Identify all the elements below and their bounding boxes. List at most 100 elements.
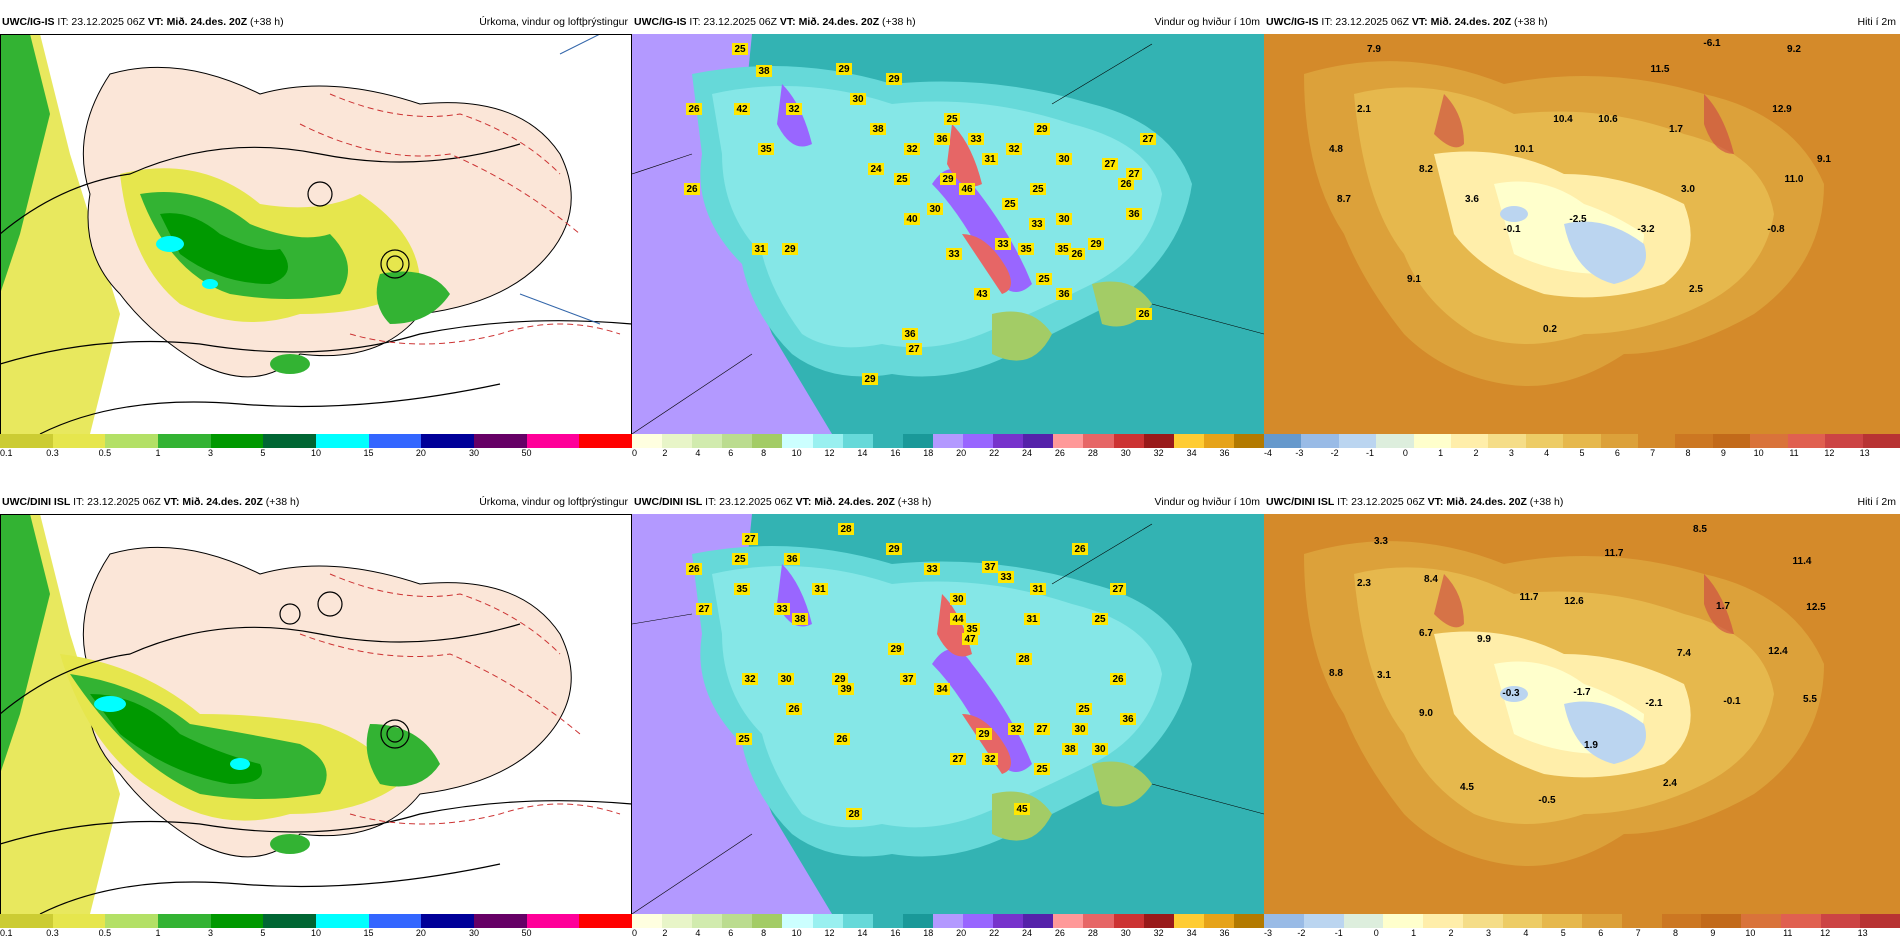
scale-tick: 2 bbox=[1473, 448, 1479, 458]
wind-gust-label: 25 bbox=[1038, 274, 1050, 285]
wind-label-box bbox=[968, 133, 984, 145]
precip-map[interactable] bbox=[0, 34, 632, 434]
wind-label-box bbox=[834, 733, 850, 745]
scale-tick: 8 bbox=[761, 448, 767, 458]
wind-gust-label: 35 bbox=[736, 584, 748, 595]
wind-gust-label: 42 bbox=[736, 104, 748, 115]
wind-label-box bbox=[900, 673, 916, 685]
scale-tick: 18 bbox=[923, 448, 934, 458]
wind-gust-label: 26 bbox=[1120, 179, 1132, 190]
init-time: IT: 23.12.2025 06Z bbox=[689, 16, 777, 28]
scale-tick: 5 bbox=[1560, 928, 1566, 938]
wind-gust-label: 33 bbox=[1031, 219, 1043, 230]
scale-tick: 5 bbox=[260, 448, 266, 458]
wind-gust-label: 27 bbox=[1112, 584, 1124, 595]
scale-tick: 16 bbox=[890, 448, 901, 458]
model-name: UWC/DINI ISL bbox=[2, 496, 71, 508]
wind-label-box bbox=[944, 113, 960, 125]
wind-gust-label: 28 bbox=[840, 524, 852, 535]
wind-label-box bbox=[995, 238, 1011, 250]
panel-title: Vindur og hviður í 10m bbox=[1154, 16, 1260, 28]
temp-map[interactable]: 3.3 8.5 11.7 11.4 2.3 8.4 11.7 12.6 12.5 6.7 9.9 1.… bbox=[1264, 514, 1900, 914]
temp-label: 2.1 bbox=[1357, 104, 1371, 115]
scale-tick: -2 bbox=[1330, 448, 1339, 458]
scale-tick: 11 bbox=[1789, 448, 1799, 458]
temp-label: -0.3 bbox=[1502, 688, 1520, 699]
wind-label-box bbox=[1126, 168, 1142, 180]
scale-tick: 10 bbox=[310, 928, 322, 938]
scale-tick: 12 bbox=[1824, 448, 1835, 458]
temp-label: 8.7 bbox=[1337, 194, 1351, 205]
wind-label-box bbox=[934, 683, 950, 695]
wind-gust-label: 25 bbox=[738, 734, 750, 745]
wind-gust-label: 32 bbox=[788, 104, 800, 115]
scale-tick: 30 bbox=[1120, 448, 1131, 458]
valid-time-label: VT: bbox=[779, 16, 796, 28]
temp-label: 11.0 bbox=[1785, 174, 1804, 185]
wind-label-box bbox=[924, 563, 940, 575]
temp-label: 2.4 bbox=[1663, 778, 1677, 789]
precip-map[interactable] bbox=[0, 514, 632, 914]
wind-label-box bbox=[888, 643, 904, 655]
wind-map[interactable]: 27 25 36 28 26 35 31 29 27 33 38 33 44 30 37 33 26 35 47 31… bbox=[632, 514, 1264, 914]
valid-time: Mið. 24.des. 20Z bbox=[166, 16, 248, 28]
wind-gust-label: 26 bbox=[1074, 544, 1086, 555]
scale-tick: 0 bbox=[632, 448, 638, 458]
wind-label-box bbox=[846, 808, 862, 820]
wind-label-box bbox=[1140, 133, 1156, 145]
wind-label-box bbox=[1056, 153, 1072, 165]
wind-label-box bbox=[998, 571, 1014, 583]
wind-label-box bbox=[736, 733, 752, 745]
precip-scale-labels: 0.1 0.3 0.5 1 3 5 10 15 20 30 50 bbox=[0, 928, 632, 940]
lead-time: (+38 h) bbox=[897, 496, 932, 508]
scale-tick: 15 bbox=[363, 928, 374, 938]
valid-time-label: VT: bbox=[1427, 496, 1444, 508]
temp-map-svg: 3.3 8.5 11.7 11.4 2.3 8.4 11.7 12.6 12.5 6.7 9.9 1.… bbox=[1264, 514, 1900, 914]
wind-label-box bbox=[1029, 218, 1045, 230]
wind-gust-label: 37 bbox=[984, 562, 996, 573]
wind-label-box bbox=[1055, 243, 1071, 255]
scale-tick: 24 bbox=[1021, 928, 1033, 938]
wind-label-box bbox=[902, 328, 918, 340]
wind-label-box bbox=[959, 183, 975, 195]
temp-label: 7.9 bbox=[1367, 44, 1381, 55]
scale-tick: 4 bbox=[1544, 448, 1550, 458]
wind-gust-label: 25 bbox=[896, 174, 908, 185]
wind-gust-label: 31 bbox=[1026, 614, 1038, 625]
panel-header: UWC/DINI ISL IT: 23.12.2025 06Z VT: Mið.… bbox=[632, 492, 1264, 512]
wind-label-box bbox=[1110, 673, 1126, 685]
wind-gust-label: 29 bbox=[864, 374, 876, 385]
model-name: UWC/IG-IS bbox=[1266, 16, 1319, 28]
temp-scale-labels: -4 -3 -2 -1 0 1 2 3 4 5 6 7 8 9 10 11 12 13 bbox=[1264, 448, 1900, 460]
scale-tick: 34 bbox=[1186, 448, 1197, 458]
wind-label-box bbox=[686, 103, 702, 115]
temp-map[interactable]: 7.9 -6.1 9.2 11.5 2.1 10.4 10.6 12.9 4.8 10.1 1.7 9… bbox=[1264, 34, 1900, 434]
wind-gust-label: 25 bbox=[1036, 764, 1048, 775]
init-time: IT: 23.12.2025 06Z bbox=[57, 16, 145, 28]
wind-gust-label: 31 bbox=[814, 584, 826, 595]
wind-label-box bbox=[862, 373, 878, 385]
wind-gust-label: 38 bbox=[872, 124, 884, 135]
wind-gust-label: 25 bbox=[1032, 184, 1044, 195]
wind-gust-label: 28 bbox=[1018, 654, 1030, 665]
wind-label-box bbox=[982, 153, 998, 165]
scale-tick: 12 bbox=[824, 928, 835, 938]
temp-label: 5.5 bbox=[1803, 694, 1817, 705]
scale-tick: 36 bbox=[1219, 928, 1230, 938]
wind-label-box bbox=[1126, 208, 1142, 220]
temp-label: 3.0 bbox=[1681, 184, 1695, 195]
wind-gust-label: 30 bbox=[1074, 724, 1086, 735]
wind-map[interactable]: 25 26 42 38 32 26 29 30 38 29 25 36 29 33 25 24 32 29 31 32… bbox=[632, 34, 1264, 434]
wind-label-box bbox=[742, 673, 758, 685]
wind-label-box bbox=[1018, 243, 1034, 255]
scale-tick: 8 bbox=[1685, 448, 1691, 458]
scale-tick: 10 bbox=[1753, 448, 1764, 458]
temp-label: 8.2 bbox=[1419, 164, 1433, 175]
wind-label-box bbox=[1118, 178, 1134, 190]
wind-gust-label: 36 bbox=[936, 134, 948, 145]
scale-tick: 0.3 bbox=[46, 928, 59, 938]
wind-gust-label: 29 bbox=[890, 644, 902, 655]
wind-gust-label: 27 bbox=[1036, 724, 1048, 735]
scale-tick: 1 bbox=[1438, 448, 1444, 458]
wind-gust-label: 31 bbox=[754, 244, 766, 255]
